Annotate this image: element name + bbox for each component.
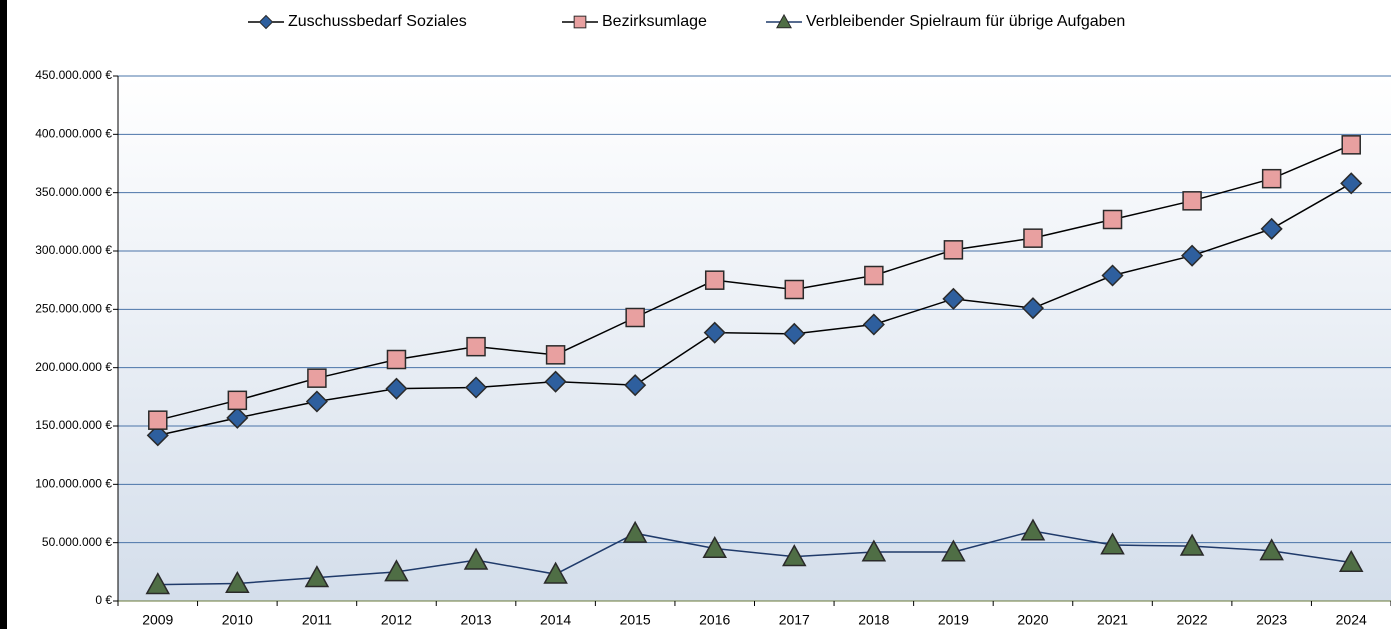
x-tick-label: 2021 — [1097, 612, 1128, 628]
y-tick-label: 150.000.000 € — [35, 418, 112, 432]
x-tick-label: 2016 — [699, 612, 730, 628]
series-line — [157, 182, 1352, 437]
y-tick-label: 400.000.000 € — [35, 127, 112, 141]
data-point — [1341, 135, 1361, 155]
x-tick-label: 2018 — [858, 612, 889, 628]
data-point — [1182, 191, 1202, 211]
data-point — [227, 390, 248, 411]
data-point — [544, 370, 567, 393]
data-point — [1100, 532, 1125, 555]
x-tick-label: 2013 — [460, 612, 491, 628]
data-point — [704, 270, 725, 290]
legend-label: Zuschussbedarf Soziales — [288, 13, 467, 30]
plot-area — [118, 76, 1391, 601]
data-point — [703, 321, 726, 344]
data-point — [307, 368, 327, 388]
data-point — [305, 390, 328, 413]
data-point — [622, 520, 648, 543]
data-point — [1102, 209, 1123, 230]
x-tick-label: 2010 — [222, 612, 253, 628]
data-point — [861, 539, 887, 562]
data-point — [1340, 172, 1363, 195]
data-point — [941, 539, 966, 562]
x-tick-label: 2023 — [1256, 612, 1287, 628]
data-point — [1261, 168, 1282, 189]
data-point — [943, 240, 964, 260]
legend-marker — [573, 15, 587, 29]
data-point — [543, 561, 568, 584]
data-point — [146, 424, 169, 447]
y-tick-label: 200.000.000 € — [35, 360, 112, 374]
data-point — [1260, 217, 1283, 240]
data-point — [1338, 549, 1364, 573]
data-point — [862, 313, 885, 336]
data-point — [1020, 518, 1046, 541]
data-point — [624, 374, 647, 397]
data-point — [225, 570, 250, 594]
x-tick-label: 2009 — [142, 612, 173, 628]
y-tick-label: 350.000.000 € — [35, 185, 112, 199]
x-tick-label: 2017 — [779, 612, 810, 628]
data-point — [148, 410, 168, 430]
x-tick-label: 2019 — [938, 612, 969, 628]
x-tick-label: 2011 — [302, 612, 332, 628]
data-point — [1101, 264, 1124, 287]
data-point — [1259, 538, 1284, 561]
series-line — [157, 530, 1352, 586]
data-point — [1181, 244, 1204, 267]
left-border — [0, 0, 7, 629]
series-line — [157, 144, 1352, 421]
y-tick-label: 250.000.000 € — [35, 302, 112, 316]
legend-marker — [258, 14, 274, 30]
y-tick-label: 100.000.000 € — [35, 477, 112, 491]
legend-label: Verbleibender Spielraum für übrige Aufga… — [806, 13, 1125, 30]
data-point — [304, 565, 330, 588]
data-point — [384, 559, 409, 582]
data-point — [545, 345, 566, 365]
data-point — [466, 336, 486, 357]
legend-marker — [776, 13, 792, 29]
x-tick-label: 2022 — [1177, 612, 1208, 628]
data-point — [625, 307, 645, 328]
x-tick-label: 2012 — [381, 612, 412, 628]
data-point — [1021, 297, 1045, 320]
y-tick-label: 0 € — [95, 593, 112, 607]
x-tick-label: 2015 — [620, 612, 651, 628]
data-point — [864, 265, 884, 286]
data-point — [464, 376, 488, 399]
data-point — [1179, 533, 1205, 556]
data-point — [1023, 228, 1043, 248]
x-tick-label: 2020 — [1017, 612, 1048, 628]
legend-label: Bezirksumlage — [602, 13, 707, 30]
y-tick-label: 300.000.000 € — [35, 243, 112, 257]
data-point — [942, 287, 965, 310]
x-tick-label: 2024 — [1336, 612, 1367, 628]
data-point — [145, 572, 171, 595]
data-point — [783, 322, 806, 345]
x-tick-label: 2014 — [540, 612, 571, 628]
data-point — [386, 349, 407, 370]
data-point — [385, 377, 408, 400]
data-point — [702, 535, 727, 559]
y-tick-label: 450.000.000 € — [35, 68, 112, 82]
data-point — [782, 544, 807, 567]
data-point — [463, 547, 489, 570]
y-tick-label: 50.000.000 € — [42, 535, 112, 549]
data-point — [784, 279, 805, 300]
data-point — [226, 406, 249, 429]
